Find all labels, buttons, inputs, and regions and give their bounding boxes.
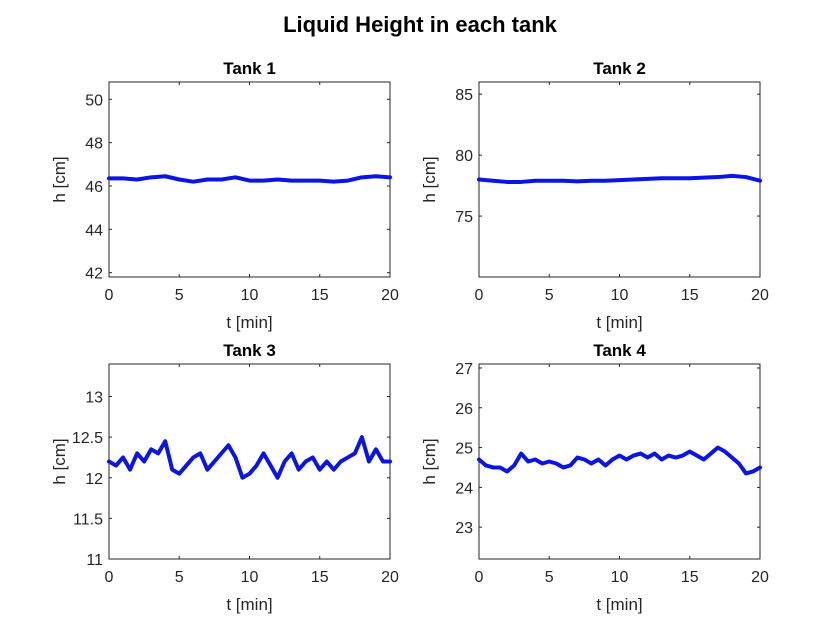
y-tick-label: 12 xyxy=(85,471,103,488)
x-tick-label: 5 xyxy=(545,569,554,586)
x-tick-label: 0 xyxy=(475,287,484,304)
x-axis-label: t [min] xyxy=(226,595,272,614)
y-tick-label: 25 xyxy=(455,441,473,458)
y-tick-label: 50 xyxy=(85,92,103,109)
x-tick-label: 5 xyxy=(545,287,554,304)
y-axis-label: h [cm] xyxy=(420,438,439,484)
y-tick-label: 42 xyxy=(85,266,103,283)
x-tick-label: 20 xyxy=(751,569,769,586)
x-tick-label: 5 xyxy=(175,287,184,304)
y-tick-label: 27 xyxy=(455,361,473,378)
x-tick-label: 0 xyxy=(105,287,114,304)
y-tick-label: 80 xyxy=(455,148,473,165)
y-tick-label: 23 xyxy=(455,520,473,537)
x-tick-label: 15 xyxy=(311,287,329,304)
subplot-tank-1: 0 5 10 15 20 42 44 46 48 50 Tank 1 t [min] h [cm] xyxy=(50,59,399,332)
x-tick-label: 5 xyxy=(175,569,184,586)
y-axis-label: h [cm] xyxy=(50,156,69,202)
x-tick-label: 15 xyxy=(681,569,699,586)
x-tick-label: 15 xyxy=(311,569,329,586)
x-axis-label: t [min] xyxy=(226,313,272,332)
x-tick-label: 10 xyxy=(611,287,629,304)
y-tick-label: 11 xyxy=(86,552,103,569)
axes-box xyxy=(479,364,760,559)
subplot-tank-2: 0 5 10 15 20 75 80 85 Tank 2 t [min] h [cm] xyxy=(420,59,769,332)
subplot-title: Tank 2 xyxy=(593,59,646,78)
subplot-title: Tank 3 xyxy=(223,341,276,360)
x-tick-label: 15 xyxy=(681,287,699,304)
y-tick-label: 48 xyxy=(85,136,103,153)
y-tick-label: 85 xyxy=(455,87,473,104)
x-tick-label: 20 xyxy=(751,287,769,304)
x-axis-label: t [min] xyxy=(596,595,642,614)
x-tick-label: 10 xyxy=(241,569,259,586)
x-tick-label: 0 xyxy=(475,569,484,586)
y-tick-label: 44 xyxy=(85,222,103,239)
y-tick-label: 26 xyxy=(455,401,473,418)
x-tick-label: 0 xyxy=(105,569,114,586)
subplot-tank-3: 0 5 10 15 20 11 11.5 12 12.5 13 Tank 3 t [min] h [cm… xyxy=(50,341,399,614)
y-tick-label: 11.5 xyxy=(73,511,103,528)
subplot-title: Tank 1 xyxy=(223,59,276,78)
x-axis-label: t [min] xyxy=(596,313,642,332)
y-axis-label: h [cm] xyxy=(50,438,69,484)
x-tick-label: 20 xyxy=(381,569,399,586)
subplot-tank-4: 0 5 10 15 20 23 24 25 26 27 Tank 4 t [min] h [cm] xyxy=(420,341,769,614)
y-tick-label: 24 xyxy=(455,480,473,497)
axes-box xyxy=(109,364,390,559)
y-tick-label: 46 xyxy=(85,179,103,196)
y-tick-label: 12.5 xyxy=(72,430,103,447)
y-tick-label: 75 xyxy=(455,209,473,226)
y-tick-label: 13 xyxy=(85,390,103,407)
subplot-title: Tank 4 xyxy=(593,341,646,360)
x-tick-label: 20 xyxy=(381,287,399,304)
y-axis-label: h [cm] xyxy=(420,156,439,202)
x-tick-label: 10 xyxy=(241,287,259,304)
x-tick-label: 10 xyxy=(611,569,629,586)
